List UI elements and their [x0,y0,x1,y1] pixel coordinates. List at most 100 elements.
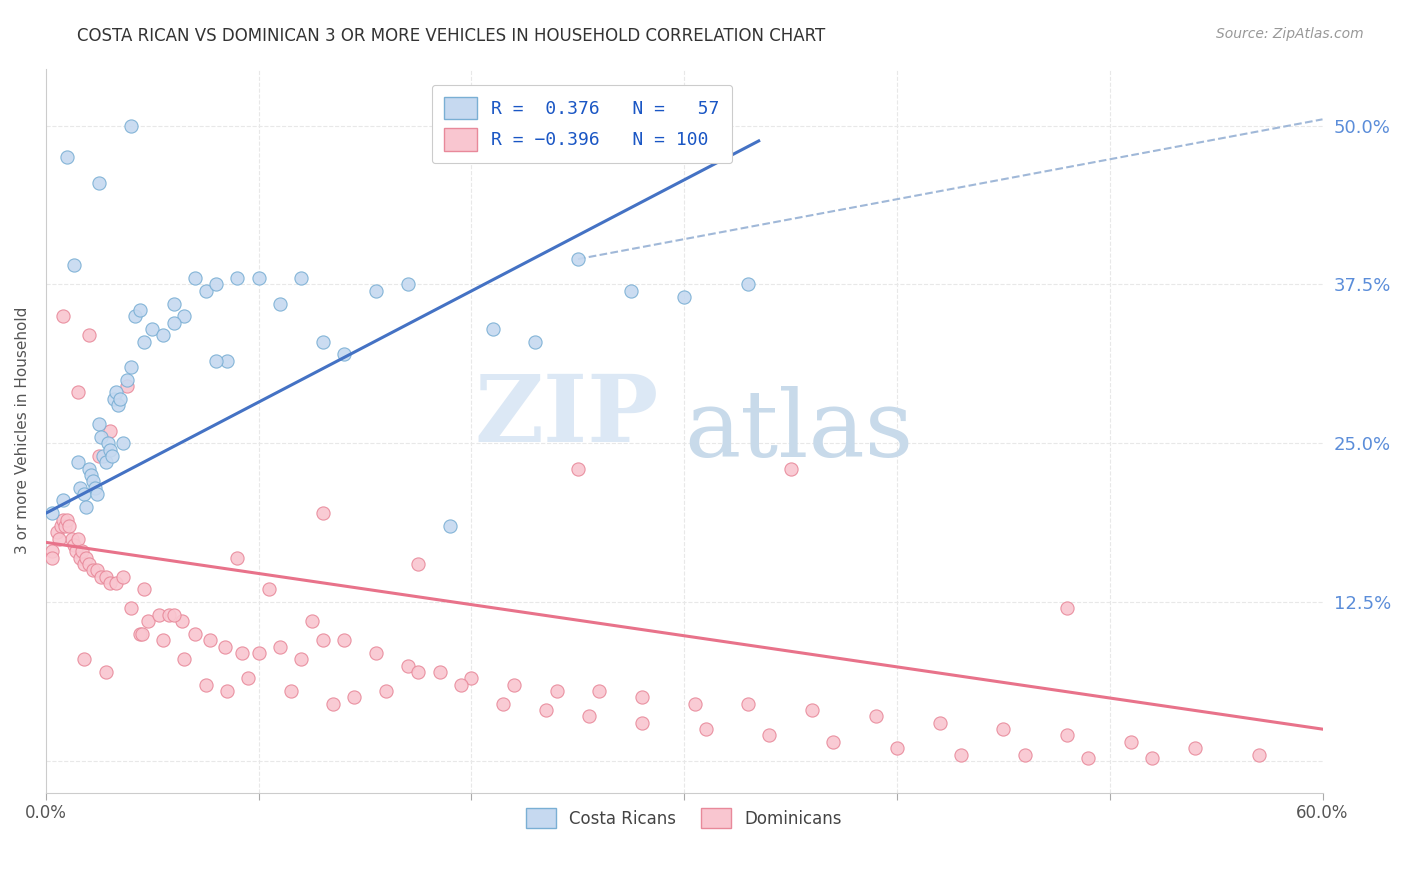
Point [524,334,547,349]
Point [290,271,312,285]
Point [231,646,253,660]
Point [194,678,217,692]
Point [311,334,333,349]
Point [107,398,129,412]
Point [60,532,83,546]
Legend: Costa Ricans, Dominicans: Costa Ricans, Dominicans [519,801,849,835]
Y-axis label: 3 or more Vehicles in Household: 3 or more Vehicles in Household [15,307,30,554]
Point [269,296,291,310]
Point [124,310,146,324]
Point [152,328,174,343]
Point [578,709,600,723]
Point [236,671,259,685]
Point [1014,747,1036,762]
Point [111,436,134,450]
Point [66,532,89,546]
Point [172,614,194,628]
Point [408,665,430,679]
Point [162,296,184,310]
Point [247,271,270,285]
Point [503,678,526,692]
Point [103,392,125,406]
Point [93,449,115,463]
Point [928,715,950,730]
Point [101,449,124,463]
Point [1184,741,1206,756]
Point [173,652,195,666]
Point [66,455,89,469]
Point [82,563,104,577]
Point [41,506,63,520]
Point [115,373,138,387]
Point [157,607,180,622]
Point [1247,747,1270,762]
Point [886,741,908,756]
Point [69,550,91,565]
Point [90,570,112,584]
Point [683,697,706,711]
Text: Source: ZipAtlas.com: Source: ZipAtlas.com [1216,27,1364,41]
Point [226,550,249,565]
Point [73,487,96,501]
Point [226,271,249,285]
Point [41,544,63,558]
Point [1142,751,1164,765]
Point [45,525,67,540]
Point [94,570,117,584]
Point [120,601,142,615]
Point [1056,601,1078,615]
Point [630,690,652,705]
Point [141,322,163,336]
Point [132,582,155,597]
Point [41,550,63,565]
Point [823,735,845,749]
Point [84,481,107,495]
Point [695,722,717,736]
Point [333,633,356,648]
Point [90,430,112,444]
Point [152,633,174,648]
Point [89,449,111,463]
Point [110,392,132,406]
Point [800,703,823,717]
Point [69,481,91,495]
Point [48,532,70,546]
Point [311,633,333,648]
Point [162,607,184,622]
Point [567,252,589,266]
Point [343,690,366,705]
Point [132,334,155,349]
Point [214,640,236,654]
Text: atlas: atlas [685,385,914,475]
Point [70,544,93,558]
Point [128,627,150,641]
Point [737,277,759,292]
Point [215,684,238,698]
Point [66,385,89,400]
Point [98,442,121,457]
Point [396,277,419,292]
Point [673,290,696,304]
Point [439,519,461,533]
Point [567,461,589,475]
Point [86,563,108,577]
Text: COSTA RICAN VS DOMINICAN 3 OR MORE VEHICLES IN HOUSEHOLD CORRELATION CHART: COSTA RICAN VS DOMINICAN 3 OR MORE VEHIC… [77,27,825,45]
Point [131,627,153,641]
Point [82,475,104,489]
Point [301,614,323,628]
Point [86,487,108,501]
Point [58,519,80,533]
Point [205,277,228,292]
Point [259,582,281,597]
Point [620,284,643,298]
Point [75,550,97,565]
Point [75,500,97,514]
Point [205,353,228,368]
Point [429,665,451,679]
Point [98,576,121,591]
Point [1119,735,1142,749]
Point [62,259,84,273]
Point [136,614,159,628]
Text: ZIP: ZIP [474,371,659,461]
Point [993,722,1015,736]
